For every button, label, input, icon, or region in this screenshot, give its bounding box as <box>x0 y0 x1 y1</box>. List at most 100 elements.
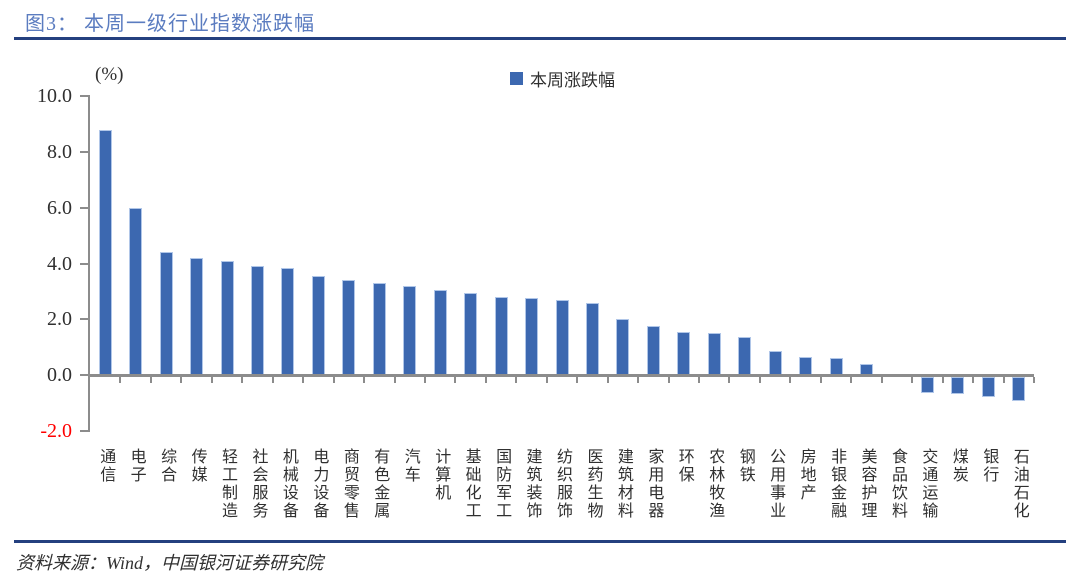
x-axis-tick <box>119 376 122 383</box>
x-axis-tick <box>149 376 152 383</box>
x-axis-category-label: 房地产 <box>797 448 815 502</box>
x-axis-category-label: 石油石化 <box>1010 448 1028 520</box>
y-axis-tick <box>80 374 88 377</box>
x-axis-tick <box>819 376 822 383</box>
bar-交通运输 <box>920 376 934 393</box>
bar-非银金融 <box>829 358 843 378</box>
header-rule <box>14 37 1066 40</box>
x-axis-category-label: 计算机 <box>432 448 450 502</box>
x-axis-category-label: 建筑装饰 <box>523 448 541 520</box>
legend-label: 本周涨跌幅 <box>530 71 615 90</box>
bar-商贸零售 <box>342 280 356 378</box>
x-axis-category-label: 食品饮料 <box>888 448 906 520</box>
x-axis-tick <box>484 376 487 383</box>
chart-legend: 本周涨跌幅 <box>510 66 615 91</box>
x-axis-tick <box>637 376 640 383</box>
bar-电子 <box>129 207 143 378</box>
x-axis-category-label: 综合 <box>158 448 176 484</box>
x-axis-tick <box>728 376 731 383</box>
bar-公用事业 <box>768 351 782 378</box>
x-axis-category-label: 有色金属 <box>371 448 389 520</box>
x-axis-tick <box>941 376 944 383</box>
x-axis-category-label: 医药生物 <box>584 448 602 520</box>
y-axis-tick-label: 8.0 <box>47 140 72 163</box>
x-axis-tick <box>545 376 548 383</box>
bar-建筑装饰 <box>525 298 539 378</box>
bar-石油石化 <box>1012 376 1026 401</box>
y-axis-tick-label: 2.0 <box>47 308 72 331</box>
x-axis-tick <box>363 376 366 383</box>
x-axis-category-label: 汽车 <box>401 448 419 484</box>
y-axis-tick <box>80 95 88 97</box>
bar-传媒 <box>190 257 204 378</box>
x-axis-category-label: 传媒 <box>188 448 206 484</box>
bar-钢铁 <box>738 337 752 378</box>
bar-农林牧渔 <box>707 333 721 378</box>
bar-纺织服饰 <box>555 299 569 378</box>
x-axis-category-label: 商贸零售 <box>340 448 358 520</box>
x-axis-category-label: 通信 <box>97 448 115 484</box>
x-axis-category-label: 纺织服饰 <box>554 448 571 520</box>
x-axis-line <box>88 373 1034 377</box>
bar-国防军工 <box>494 297 508 378</box>
x-axis-category-label: 美容护理 <box>858 448 876 520</box>
bar-煤炭 <box>951 376 965 394</box>
y-axis-tick-label: 0.0 <box>47 364 72 387</box>
x-axis-tick <box>850 376 853 383</box>
y-axis-tick <box>80 430 88 432</box>
bar-计算机 <box>433 290 447 378</box>
x-axis-tick <box>180 376 183 383</box>
x-axis-tick <box>393 376 396 383</box>
x-axis-tick <box>972 376 975 383</box>
x-axis-tick <box>606 376 609 383</box>
x-axis-category-label: 电力设备 <box>310 448 328 520</box>
bar-汽车 <box>403 285 417 378</box>
bar-家用电器 <box>646 326 660 378</box>
bar-社会服务 <box>250 266 264 378</box>
x-axis-category-label: 轻工制造 <box>219 448 237 520</box>
x-axis-category-label: 非银金融 <box>828 448 846 520</box>
x-axis-tick <box>271 376 274 383</box>
x-axis-category-label: 公用事业 <box>767 448 785 520</box>
x-axis-tick <box>698 376 701 383</box>
x-axis-category-label: 机械设备 <box>279 448 297 520</box>
bar-通信 <box>98 129 112 378</box>
x-axis-category-label: 社会服务 <box>249 448 267 520</box>
x-axis-category-label: 家用电器 <box>645 448 663 520</box>
y-axis-unit-label: (%) <box>95 64 124 85</box>
x-axis-tick <box>1033 376 1035 383</box>
bar-医药生物 <box>585 302 599 378</box>
bar-有色金属 <box>372 283 386 378</box>
y-axis-tick <box>80 206 88 209</box>
bar-环保 <box>677 331 691 378</box>
bar-基础化工 <box>464 292 478 378</box>
x-axis-category-label: 环保 <box>675 448 693 484</box>
figure-title: 图3： 本周一级行业指数涨跌幅 <box>25 13 315 35</box>
x-axis-tick <box>576 376 579 383</box>
x-axis-category-label: 电子 <box>127 448 145 484</box>
x-axis-category-label: 建筑材料 <box>614 448 632 520</box>
x-axis-category-label: 钢铁 <box>736 448 754 484</box>
bar-轻工制造 <box>220 260 234 378</box>
y-axis-tick-label: -2.0 <box>40 420 72 442</box>
x-axis-category-label: 煤炭 <box>949 448 967 484</box>
x-axis-category-label: 国防军工 <box>493 448 511 520</box>
x-axis-tick <box>423 376 426 383</box>
x-axis-tick <box>758 376 761 383</box>
legend-swatch-icon <box>510 72 523 85</box>
y-axis-tick-label: 6.0 <box>47 196 72 219</box>
x-axis-tick <box>332 376 335 383</box>
x-axis-tick <box>911 376 914 383</box>
x-axis-tick <box>667 376 670 383</box>
bar-建筑材料 <box>616 319 630 378</box>
x-axis-category-label: 银行 <box>980 448 998 484</box>
x-axis-tick <box>1002 376 1005 383</box>
x-axis-tick <box>880 376 883 383</box>
bar-机械设备 <box>281 267 295 378</box>
x-axis-category-label: 交通运输 <box>919 448 937 520</box>
source-note: 资料来源：Wind，中国银河证券研究院 <box>16 553 324 573</box>
footer-rule <box>14 540 1066 543</box>
y-axis-line <box>88 95 90 432</box>
x-axis-category-label: 农林牧渔 <box>706 448 724 520</box>
